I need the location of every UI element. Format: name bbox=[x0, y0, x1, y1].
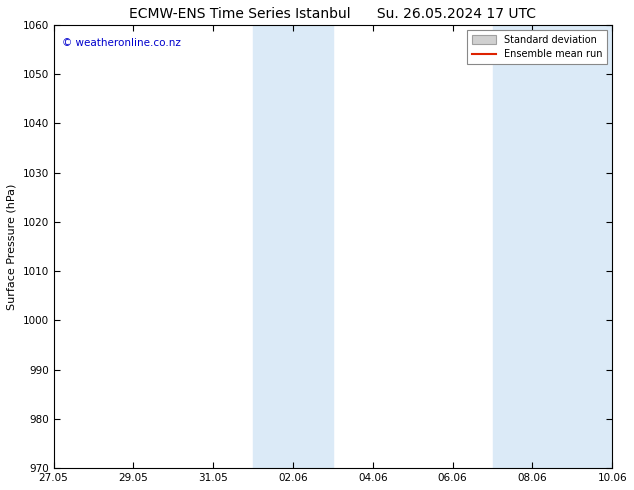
Bar bbox=[493, 25, 612, 468]
Bar bbox=[253, 25, 333, 468]
Text: © weatheronline.co.nz: © weatheronline.co.nz bbox=[62, 38, 181, 48]
Y-axis label: Surface Pressure (hPa): Surface Pressure (hPa) bbox=[7, 183, 17, 310]
Title: ECMW-ENS Time Series Istanbul      Su. 26.05.2024 17 UTC: ECMW-ENS Time Series Istanbul Su. 26.05.… bbox=[129, 7, 536, 21]
Legend: Standard deviation, Ensemble mean run: Standard deviation, Ensemble mean run bbox=[467, 30, 607, 64]
